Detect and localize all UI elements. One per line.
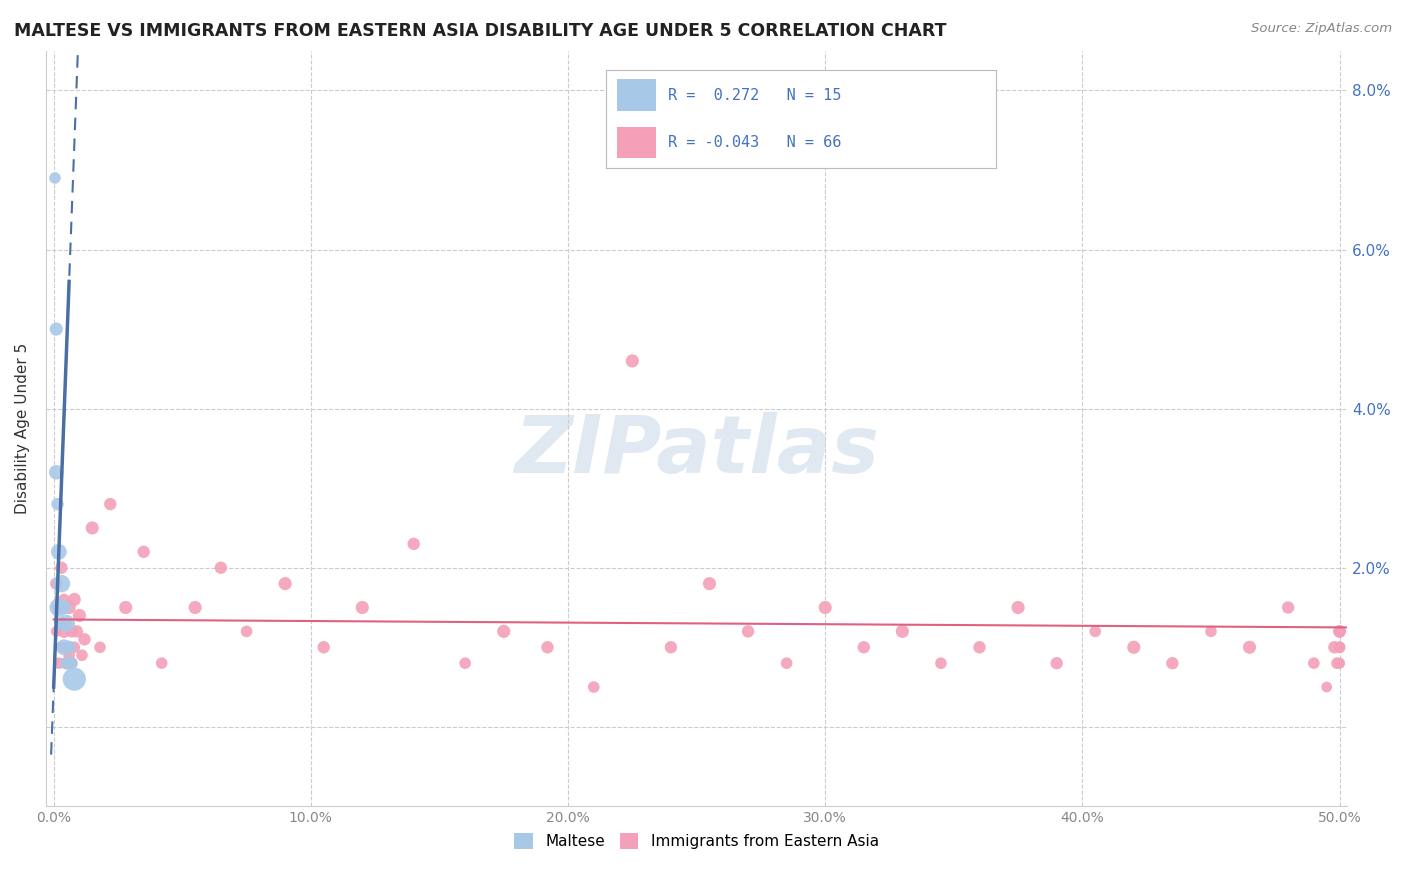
Point xyxy=(1329,624,1351,639)
Point xyxy=(454,656,477,670)
Text: Source: ZipAtlas.com: Source: ZipAtlas.com xyxy=(1251,22,1392,36)
Point xyxy=(53,640,76,655)
Point xyxy=(48,600,70,615)
Point xyxy=(775,656,797,670)
Point xyxy=(621,354,644,368)
Point xyxy=(60,656,83,670)
Point xyxy=(53,600,76,615)
Point xyxy=(737,624,759,639)
Point xyxy=(66,624,89,639)
Point xyxy=(1329,640,1351,655)
Point xyxy=(58,640,80,655)
Point xyxy=(1046,656,1069,670)
Point xyxy=(98,497,121,511)
Point xyxy=(1329,656,1351,670)
Point xyxy=(114,600,136,615)
Point xyxy=(1007,600,1029,615)
Point xyxy=(1326,656,1348,670)
Legend: Maltese, Immigrants from Eastern Asia: Maltese, Immigrants from Eastern Asia xyxy=(509,827,884,855)
Point xyxy=(58,648,80,663)
Point xyxy=(1329,640,1351,655)
Point xyxy=(53,592,76,607)
Point xyxy=(55,616,77,631)
Point xyxy=(852,640,875,655)
Point xyxy=(46,497,69,511)
Point xyxy=(1329,656,1351,670)
Point xyxy=(55,656,77,670)
Point xyxy=(969,640,991,655)
Point xyxy=(1199,624,1222,639)
Point xyxy=(402,537,425,551)
Point xyxy=(45,322,67,336)
Point xyxy=(53,624,76,639)
Text: MALTESE VS IMMIGRANTS FROM EASTERN ASIA DISABILITY AGE UNDER 5 CORRELATION CHART: MALTESE VS IMMIGRANTS FROM EASTERN ASIA … xyxy=(14,22,946,40)
Point xyxy=(63,672,86,686)
Point xyxy=(274,576,297,591)
Point xyxy=(48,656,70,670)
Point xyxy=(73,632,96,647)
Point xyxy=(58,600,80,615)
Point xyxy=(48,600,70,615)
Point xyxy=(659,640,682,655)
Point xyxy=(1302,656,1324,670)
Point xyxy=(1239,640,1261,655)
Point xyxy=(929,656,952,670)
Point xyxy=(352,600,374,615)
Point xyxy=(1122,640,1144,655)
Point xyxy=(45,465,67,479)
Point xyxy=(82,521,104,535)
Point xyxy=(60,656,83,670)
Point xyxy=(814,600,837,615)
Point xyxy=(699,576,721,591)
Point xyxy=(1277,600,1299,615)
Point xyxy=(492,624,515,639)
Point xyxy=(48,545,70,559)
Point xyxy=(891,624,914,639)
Point xyxy=(1323,640,1346,655)
Point xyxy=(132,545,155,559)
Point xyxy=(63,640,86,655)
Point xyxy=(60,624,83,639)
Point xyxy=(235,624,257,639)
Point xyxy=(63,592,86,607)
Point xyxy=(312,640,335,655)
Point xyxy=(51,576,73,591)
Point xyxy=(70,648,93,663)
Point xyxy=(45,576,67,591)
Point xyxy=(582,680,605,694)
Point xyxy=(1329,624,1351,639)
Point xyxy=(45,624,67,639)
Point xyxy=(536,640,558,655)
Point xyxy=(1316,680,1339,694)
Point xyxy=(55,656,77,670)
Point xyxy=(51,616,73,631)
Point xyxy=(184,600,207,615)
Point xyxy=(89,640,111,655)
Point xyxy=(51,640,73,655)
Point xyxy=(67,608,90,623)
Point xyxy=(44,170,66,185)
Point xyxy=(55,616,77,631)
Point xyxy=(51,560,73,574)
Y-axis label: Disability Age Under 5: Disability Age Under 5 xyxy=(15,343,30,514)
Point xyxy=(1084,624,1107,639)
Point xyxy=(1329,624,1351,639)
Point xyxy=(1161,656,1184,670)
Text: ZIPatlas: ZIPatlas xyxy=(515,412,879,491)
Point xyxy=(150,656,173,670)
Point xyxy=(209,560,232,574)
